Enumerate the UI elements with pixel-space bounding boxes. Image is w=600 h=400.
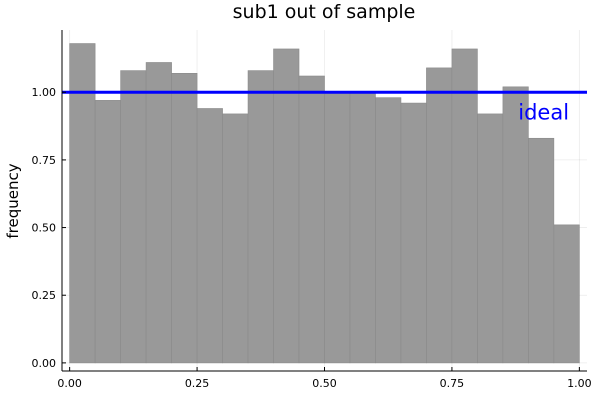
x-tick-label-4: 1.00 (567, 377, 592, 390)
y-tick-label-0: 0.00 (32, 357, 57, 370)
histogram-bar-1 (94, 100, 121, 364)
y-tick-label-4: 1.00 (32, 86, 57, 99)
histogram-bars (69, 43, 580, 364)
y-axis-label: frequency (4, 163, 22, 238)
histogram-bar-5 (196, 108, 223, 364)
histogram-bar-3 (145, 62, 172, 364)
histogram-bar-2 (120, 70, 147, 364)
histogram-bar-12 (375, 97, 402, 364)
histogram-bar-10 (324, 91, 351, 364)
histogram-bar-19 (553, 224, 580, 364)
histogram-bar-14 (426, 67, 453, 364)
y-tick-label-2: 0.50 (32, 222, 57, 235)
histogram-bar-9 (298, 75, 325, 364)
histogram-bar-11 (349, 91, 376, 364)
histogram-bar-6 (222, 113, 249, 364)
x-tick-label-3: 0.75 (440, 377, 465, 390)
histogram-bar-8 (273, 48, 300, 364)
histogram-bar-17 (502, 86, 529, 364)
ideal-annotation: ideal (518, 101, 569, 125)
histogram-bar-13 (400, 102, 427, 364)
histogram-bar-7 (247, 70, 274, 364)
x-tick-label-2: 0.50 (312, 377, 337, 390)
y-tick-label-3: 0.75 (32, 154, 57, 167)
y-axis-ticks: 0.00 0.25 0.50 0.75 1.00 (32, 86, 66, 370)
histogram-bar-18 (528, 137, 555, 364)
x-tick-label-0: 0.00 (57, 377, 82, 390)
chart-title: sub1 out of sample (233, 1, 416, 23)
histogram-bar-4 (171, 73, 198, 364)
y-tick-label-1: 0.25 (32, 289, 57, 302)
x-tick-label-1: 0.25 (185, 377, 210, 390)
histogram-bar-16 (477, 113, 504, 364)
histogram-bar-15 (451, 48, 478, 364)
x-axis-ticks: 0.00 0.25 0.50 0.75 1.00 (57, 367, 592, 390)
